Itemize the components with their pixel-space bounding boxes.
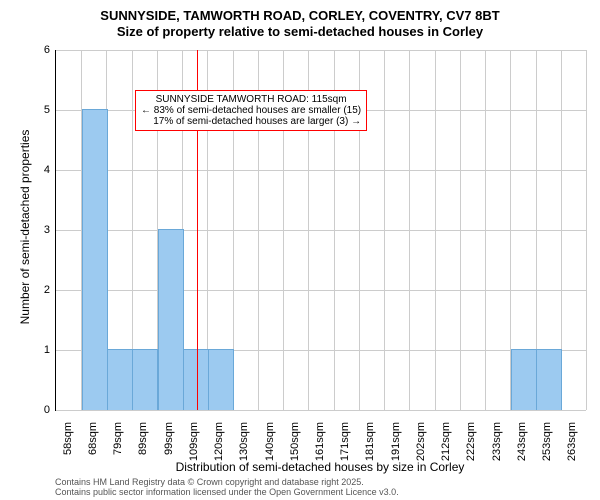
- annotation-line2: ← 83% of semi-detached houses are smalle…: [141, 105, 361, 116]
- chart-footer: Contains HM Land Registry data © Crown c…: [55, 477, 399, 497]
- xtick-label: 79sqm: [112, 422, 124, 472]
- xtick-label: 233sqm: [491, 422, 503, 472]
- chart-title-line2: Size of property relative to semi-detach…: [0, 24, 600, 39]
- xtick-label: 68sqm: [87, 422, 99, 472]
- footer-line1: Contains HM Land Registry data © Crown c…: [55, 477, 399, 487]
- xtick-label: 202sqm: [415, 422, 427, 472]
- gridline-vertical: [586, 50, 587, 410]
- xtick-label: 140sqm: [264, 422, 276, 472]
- annotation-line1: SUNNYSIDE TAMWORTH ROAD: 115sqm: [141, 94, 361, 105]
- xtick-label: 222sqm: [465, 422, 477, 472]
- ytick-label: 0: [30, 404, 50, 416]
- xtick-label: 150sqm: [289, 422, 301, 472]
- xtick-label: 212sqm: [440, 422, 452, 472]
- bar: [183, 349, 209, 410]
- footer-line2: Contains public sector information licen…: [55, 487, 399, 497]
- bar: [536, 349, 562, 410]
- ytick-label: 1: [30, 344, 50, 356]
- bar: [107, 349, 133, 410]
- gridline-horizontal: [56, 410, 586, 411]
- gridline-vertical: [435, 50, 436, 410]
- gridline-horizontal: [56, 50, 586, 51]
- bar: [82, 109, 108, 410]
- gridline-vertical: [384, 50, 385, 410]
- xtick-label: 58sqm: [62, 422, 74, 472]
- xtick-label: 171sqm: [339, 422, 351, 472]
- xtick-label: 89sqm: [137, 422, 149, 472]
- xtick-label: 120sqm: [213, 422, 225, 472]
- xtick-label: 253sqm: [541, 422, 553, 472]
- ytick-label: 5: [30, 104, 50, 116]
- ytick-label: 6: [30, 44, 50, 56]
- bar: [208, 349, 234, 410]
- bar: [132, 349, 158, 410]
- gridline-vertical: [485, 50, 486, 410]
- annotation-line3: 17% of semi-detached houses are larger (…: [141, 116, 361, 127]
- xtick-label: 130sqm: [238, 422, 250, 472]
- ytick-label: 4: [30, 164, 50, 176]
- chart-container: SUNNYSIDE, TAMWORTH ROAD, CORLEY, COVENT…: [0, 0, 600, 500]
- xtick-label: 99sqm: [163, 422, 175, 472]
- bar: [158, 229, 184, 410]
- ytick-label: 3: [30, 224, 50, 236]
- gridline-vertical: [409, 50, 410, 410]
- annotation-box: SUNNYSIDE TAMWORTH ROAD: 115sqm← 83% of …: [135, 90, 367, 131]
- xtick-label: 181sqm: [364, 422, 376, 472]
- gridline-vertical: [460, 50, 461, 410]
- xtick-label: 243sqm: [516, 422, 528, 472]
- xtick-label: 161sqm: [314, 422, 326, 472]
- bar: [511, 349, 537, 410]
- gridline-horizontal: [56, 290, 586, 291]
- gridline-horizontal: [56, 230, 586, 231]
- ytick-label: 2: [30, 284, 50, 296]
- gridline-horizontal: [56, 170, 586, 171]
- xtick-label: 263sqm: [566, 422, 578, 472]
- chart-title-line1: SUNNYSIDE, TAMWORTH ROAD, CORLEY, COVENT…: [0, 8, 600, 23]
- xtick-label: 191sqm: [390, 422, 402, 472]
- xtick-label: 109sqm: [188, 422, 200, 472]
